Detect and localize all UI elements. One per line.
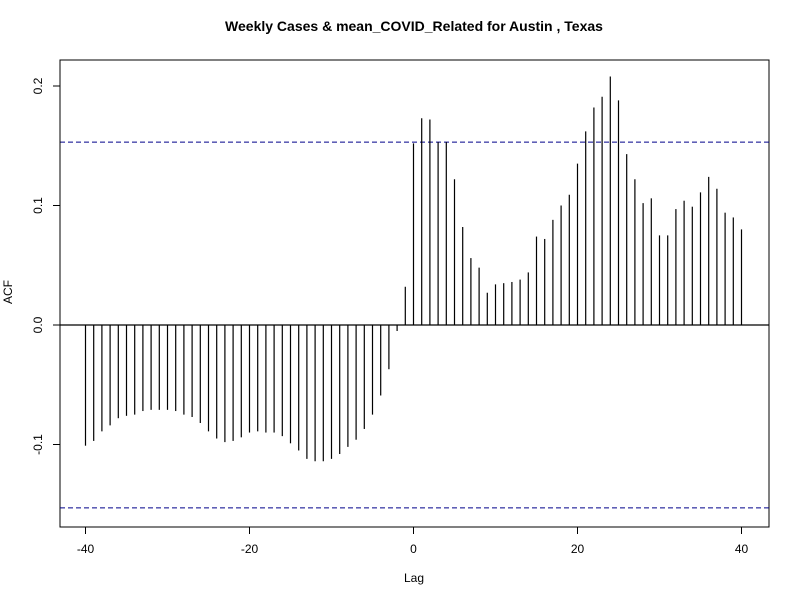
acf-bars	[84, 76, 743, 462]
y-axis-label: ACF	[1, 280, 15, 304]
x-axis: -40 -20 0 20 40	[77, 526, 749, 556]
chart-title: Weekly Cases & mean_COVID_Related for Au…	[225, 18, 603, 34]
x-tick-label: -40	[77, 542, 95, 556]
x-tick-label: 20	[571, 542, 585, 556]
x-axis-label: Lag	[404, 571, 424, 585]
y-tick-label: 0.0	[31, 316, 45, 333]
y-axis: -0.1 0.0 0.1 0.2	[31, 77, 61, 455]
confidence-bounds	[60, 141, 769, 509]
y-tick-label: 0.2	[31, 77, 45, 94]
x-tick-label: 40	[735, 542, 749, 556]
x-tick-label: 0	[410, 542, 417, 556]
y-tick-label: -0.1	[31, 434, 45, 455]
y-tick-label: 0.1	[31, 197, 45, 214]
x-tick-label: -20	[241, 542, 259, 556]
